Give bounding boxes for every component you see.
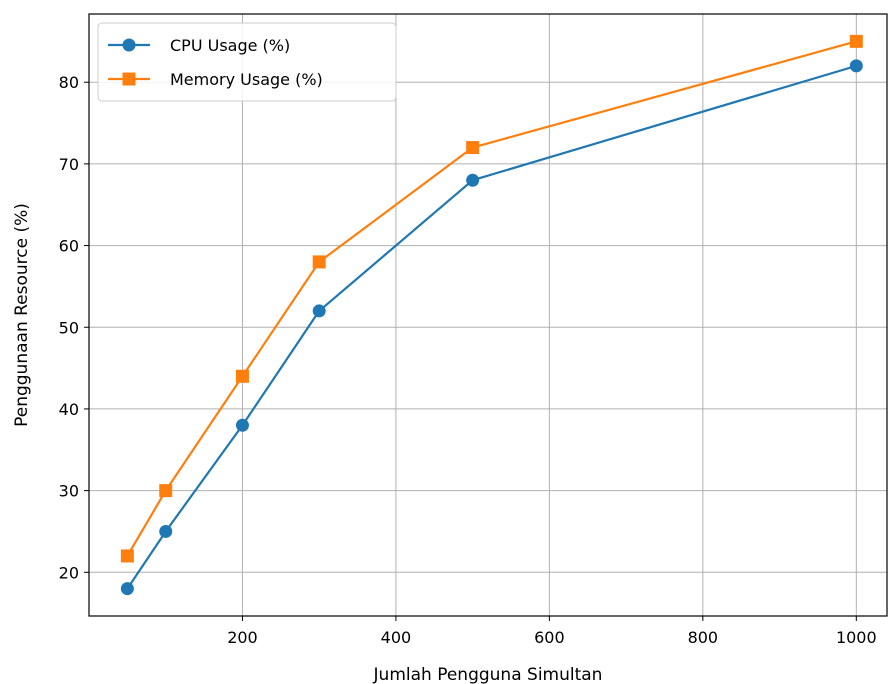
legend-item: Memory Usage (%)	[108, 70, 323, 89]
data-point	[235, 369, 249, 383]
plot-frame	[88, 13, 888, 617]
legend-label: CPU Usage (%)	[170, 36, 290, 55]
series-memory	[120, 34, 863, 563]
legend-marker	[122, 72, 136, 86]
data-point	[120, 549, 134, 563]
ticks: 200 400 600 800 1000 20 30 40 50 60 70 80	[59, 73, 877, 647]
legend: CPU Usage (%) Memory Usage (%)	[97, 22, 397, 102]
data-point	[312, 304, 326, 318]
data-point	[159, 484, 173, 498]
y-tick-label: 20	[59, 563, 79, 582]
data-point	[849, 34, 863, 48]
y-tick-label: 30	[59, 482, 79, 501]
x-tick-label: 600	[534, 628, 565, 647]
y-tick-label: 60	[59, 237, 79, 256]
legend-marker	[122, 38, 136, 52]
x-axis-label: Jumlah Pengguna Simultan	[373, 665, 603, 684]
data-point	[466, 141, 480, 155]
legend-item: CPU Usage (%)	[108, 36, 290, 55]
legend-box	[97, 22, 397, 102]
data-point	[159, 524, 173, 538]
y-tick-label: 70	[59, 155, 79, 174]
series-line	[126, 64, 857, 590]
y-tick-label: 50	[59, 318, 79, 337]
data-point	[849, 59, 863, 73]
y-tick-label: 40	[59, 400, 79, 419]
data-point	[466, 173, 480, 187]
x-tick-label: 200	[227, 628, 258, 647]
y-axis-label: Penggunaan Resource (%)	[12, 203, 32, 427]
x-tick-label: 800	[688, 628, 719, 647]
legend-label: Memory Usage (%)	[170, 70, 323, 89]
data-point	[235, 418, 249, 432]
data-point	[312, 255, 326, 269]
series-line	[126, 40, 857, 557]
x-tick-label: 400	[381, 628, 412, 647]
series-layer	[120, 34, 863, 596]
data-point	[120, 582, 134, 596]
grid	[89, 14, 887, 616]
x-tick-label: 1000	[836, 628, 877, 647]
y-tick-label: 80	[59, 73, 79, 92]
series-cpu	[120, 59, 863, 596]
